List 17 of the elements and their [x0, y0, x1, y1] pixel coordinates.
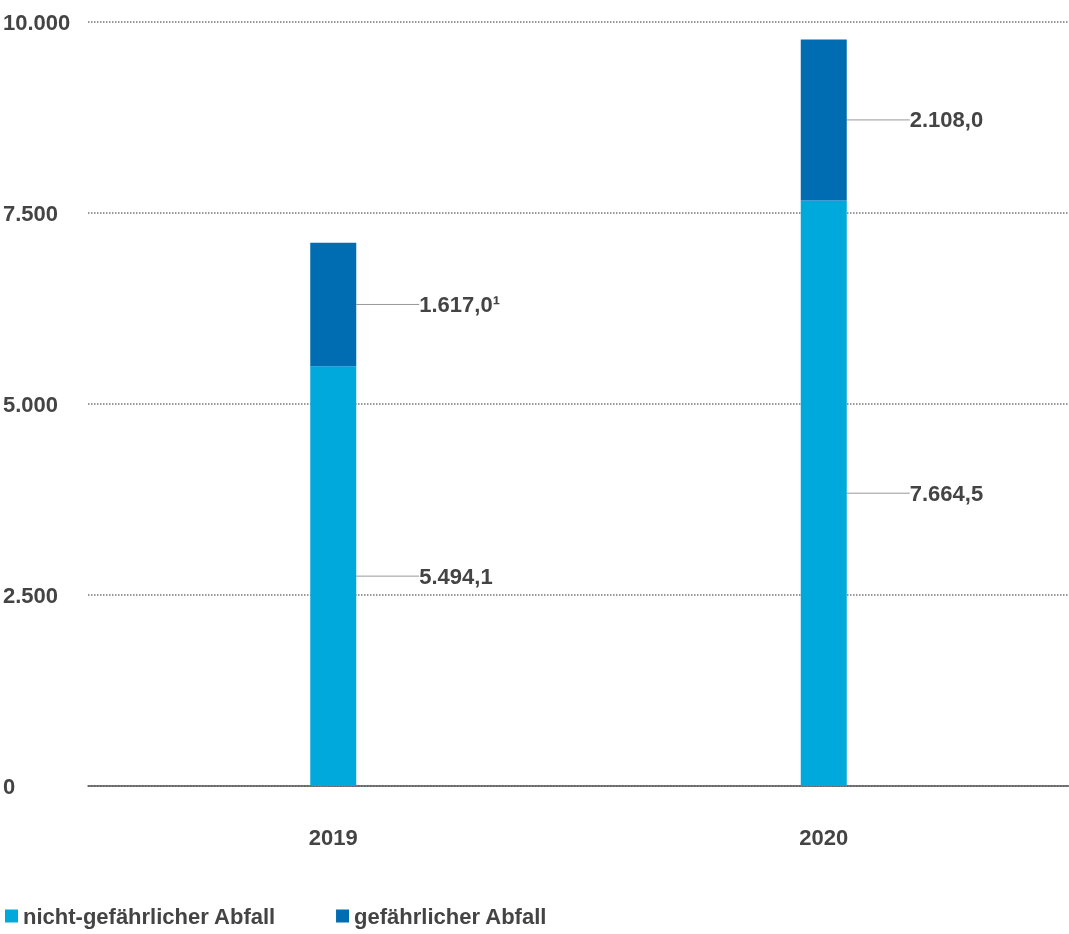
bar: [800, 200, 847, 786]
data-label: 7.664,5: [909, 480, 984, 506]
legend-label: nicht-gefährlicher Abfall: [23, 903, 276, 929]
bar: [310, 366, 357, 786]
y-tick-label: 7.500: [3, 200, 59, 226]
data-label: 5.494,1: [419, 563, 493, 589]
y-tick-label: 5.000: [3, 391, 59, 417]
y-tick-label: 10.000: [3, 9, 71, 35]
data-label: 1.617,0¹: [419, 291, 500, 317]
x-tick-label: 2019: [308, 824, 358, 850]
data-label: 2.108,0: [909, 107, 984, 133]
x-tick-label: 2020: [799, 824, 849, 850]
bar: [310, 242, 357, 367]
y-tick-label: 0: [3, 773, 16, 799]
bar: [800, 39, 847, 201]
y-tick-label: 2.500: [3, 582, 59, 608]
legend-label: gefährlicher Abfall: [354, 903, 547, 929]
